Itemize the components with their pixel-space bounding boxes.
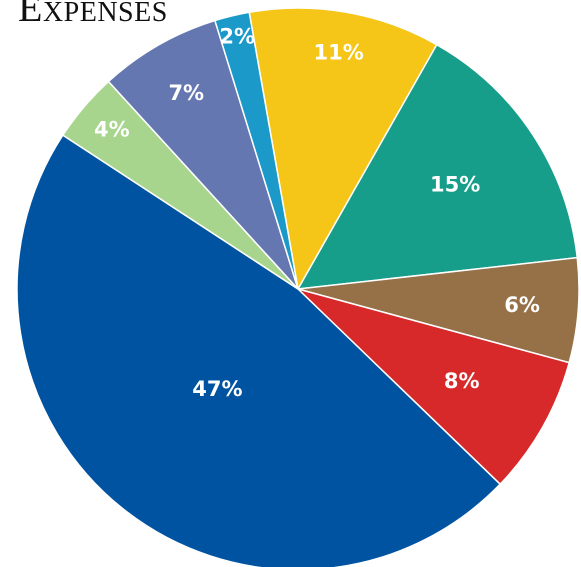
pie-slice-5 [16,134,502,567]
slice-label-3: 6% [504,293,540,317]
slice-label-6: 4% [94,118,130,142]
slice-label-2: 15% [430,172,480,196]
pie-labels: 11% 15% 6% 8% 47% 4% 7% 2% [94,25,540,401]
chart-title: Expenses [18,0,168,30]
pie-slices [16,7,580,567]
slice-label-8: 2% [219,25,255,49]
pie-slice-2 [296,43,579,290]
pie-slice-4 [297,288,571,486]
slice-label-1: 11% [314,41,364,65]
pie-slice-7 [107,19,299,290]
slice-label-7: 7% [168,81,204,105]
pie-slice-1 [248,7,438,292]
slice-label-4: 8% [444,369,480,393]
slice-label-5: 47% [192,377,242,401]
pie-slice-8 [213,11,299,290]
